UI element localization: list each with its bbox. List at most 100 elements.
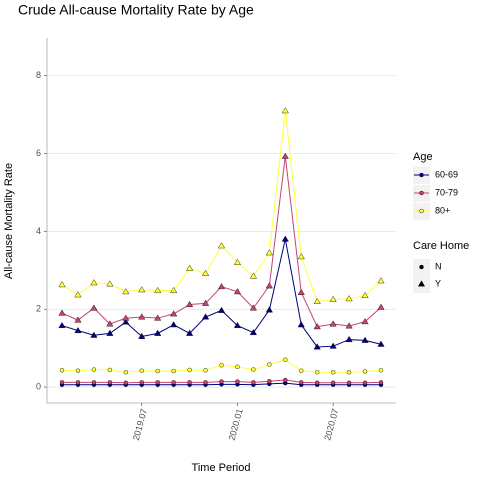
circle-marker: [171, 380, 176, 385]
circle-marker: [123, 380, 129, 385]
triangle-marker: [265, 306, 273, 313]
circle-marker: [219, 363, 224, 368]
triangle-marker: [138, 286, 146, 293]
legend-title: Care Home: [413, 240, 469, 252]
circle-marker: [346, 370, 352, 375]
triangle-marker: [106, 329, 114, 336]
circle-marker: [75, 368, 81, 373]
circle-marker: [187, 380, 192, 385]
triangle-marker: [249, 272, 257, 279]
triangle-marker: [313, 343, 321, 350]
triangle-marker: [217, 306, 226, 313]
circle-marker: [91, 380, 97, 385]
triangle-marker: [377, 303, 385, 310]
triangle-marker: [361, 318, 369, 325]
chart-title: Crude All-cause Mortality Rate by Age: [18, 2, 254, 18]
y-axis-label: All-cause Mortality Rate: [3, 163, 15, 279]
triangle-marker: [122, 318, 130, 325]
triangle-marker: [170, 321, 178, 328]
triangle-marker: [329, 320, 337, 327]
circle-marker: [75, 380, 81, 385]
triangle-marker: [249, 304, 257, 311]
triangle-marker: [90, 304, 98, 311]
triangle-marker: [202, 269, 210, 276]
circle-marker: [235, 379, 240, 384]
circle-marker: [419, 208, 424, 214]
triangle-marker: [90, 331, 98, 338]
y-tick-label: 8: [36, 70, 41, 80]
triangle-marker: [377, 340, 385, 347]
circle-marker: [330, 380, 336, 385]
triangle-marker: [170, 286, 178, 293]
triangle-marker: [122, 314, 130, 321]
triangle-marker: [345, 335, 353, 343]
legend-label: 70-79: [435, 187, 458, 197]
triangle-marker: [377, 277, 385, 284]
circle-marker: [267, 362, 272, 367]
triangle-marker: [106, 320, 114, 327]
circle-marker: [155, 368, 160, 374]
triangle-marker: [170, 310, 178, 317]
circle-marker: [139, 380, 144, 385]
circle-marker: [203, 380, 208, 385]
circle-marker: [299, 368, 304, 373]
triangle-marker: [233, 258, 241, 265]
circle-marker: [251, 380, 256, 385]
circle-marker: [59, 368, 65, 373]
legend-title: Age: [413, 151, 433, 163]
circle-marker: [107, 367, 113, 373]
circle-marker: [283, 357, 288, 363]
triangle-marker: [249, 328, 257, 336]
triangle-marker: [345, 295, 353, 302]
legend-label: N: [435, 261, 442, 271]
triangle-marker: [281, 152, 289, 159]
x-axis-label: Time Period: [192, 462, 251, 474]
y-tick-label: 2: [36, 304, 41, 314]
circle-marker: [362, 380, 368, 385]
triangle-marker: [265, 282, 273, 289]
triangle-marker: [186, 300, 194, 307]
circle-marker: [378, 380, 384, 385]
circle-marker: [235, 364, 240, 370]
triangle-marker: [297, 253, 305, 260]
circle-marker: [346, 380, 352, 385]
triangle-marker: [361, 336, 369, 343]
legend-label: Y: [435, 278, 441, 288]
y-tick-label: 6: [36, 148, 41, 158]
triangle-marker: [90, 279, 98, 286]
circle-marker: [107, 380, 113, 385]
triangle-marker: [313, 297, 321, 304]
legend-label: 80+: [435, 205, 450, 215]
circle-marker: [330, 370, 336, 375]
triangle-marker: [74, 291, 82, 298]
triangle-marker: [313, 323, 321, 330]
circle-marker: [419, 172, 424, 178]
circle-marker: [419, 264, 424, 270]
circle-marker: [219, 379, 224, 384]
circle-marker: [123, 370, 129, 375]
triangle-marker: [233, 288, 241, 295]
triangle-marker: [186, 264, 194, 271]
circle-marker: [59, 380, 65, 385]
triangle-marker: [233, 321, 241, 329]
triangle-marker: [122, 288, 130, 295]
triangle-marker: [74, 316, 82, 323]
triangle-marker: [138, 332, 146, 339]
circle-marker: [283, 377, 288, 383]
circle-marker: [187, 367, 192, 373]
triangle-marker: [297, 288, 305, 295]
circle-marker: [171, 368, 176, 374]
circle-marker: [419, 190, 424, 196]
triangle-marker: [138, 313, 146, 320]
legend-label: 60-69: [435, 169, 458, 179]
triangle-marker: [217, 242, 226, 249]
triangle-marker: [58, 309, 66, 316]
circle-marker: [203, 368, 208, 373]
circle-marker: [267, 379, 272, 384]
triangle-marker: [361, 292, 369, 299]
triangle-marker: [329, 342, 337, 349]
triangle-marker: [106, 280, 114, 287]
